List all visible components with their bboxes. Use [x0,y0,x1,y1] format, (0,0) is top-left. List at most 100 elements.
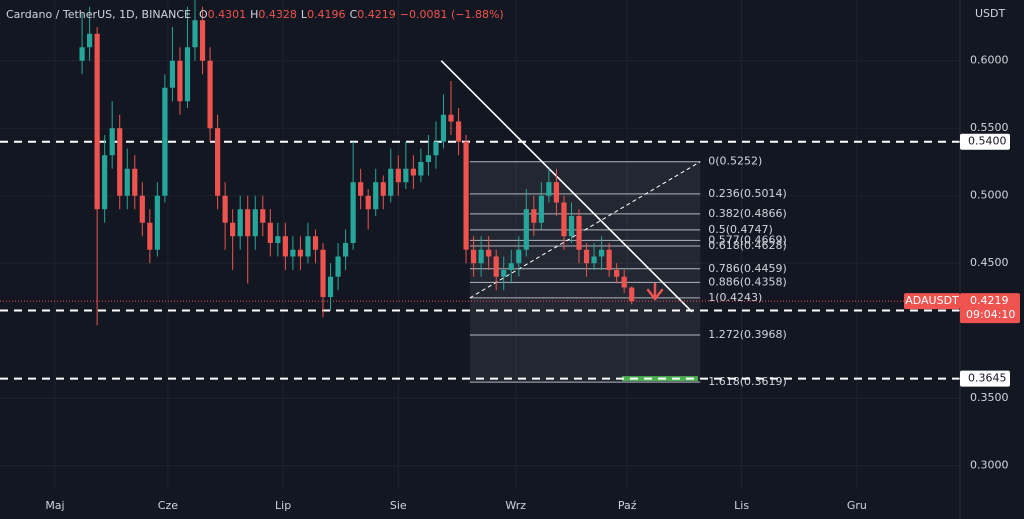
price-axis: 0.3000 0.3500 0.4500 0.5000 0.5500 0.6000 0.54… [904,0,1020,519]
candle-body [297,249,304,257]
candle-body [388,168,394,196]
candle-body [553,182,560,203]
candle-body [260,209,266,223]
candle-body [154,195,160,250]
candle-body [94,33,100,210]
candle-body [147,222,153,250]
candle-body [583,249,590,264]
price-tag [960,293,1020,324]
candle-body [358,182,364,196]
candle-body [614,269,620,277]
candle-body [320,249,326,297]
candle-body [448,114,454,122]
y-tick-label: 0.3500 [970,391,1009,404]
candle-body [486,249,492,257]
candle-body [418,161,424,176]
candle-body [501,269,507,277]
candle-body [463,141,469,250]
candle-body [621,276,627,288]
x-tick-label: Lis [734,499,749,512]
level-label: 0.3645 [968,372,1007,385]
ohlc-key: O [199,8,208,21]
countdown: 09:04:10 [966,308,1015,321]
header: Cardano / TetherUS, 1D, BINANCE O0.4301 H0… [6,8,504,21]
candle-body [102,155,108,210]
y-tick-label: 0.5000 [970,189,1009,202]
candle-body [275,236,281,243]
candle-body [599,249,605,257]
fib-zone [469,161,701,383]
candle-body [508,263,514,270]
candle-body [87,33,93,48]
candle-body [177,60,183,102]
fib-label: 0.382(0.4866) [708,207,787,220]
candle-body [591,256,597,264]
candle-body [373,182,379,210]
candle-body [199,20,206,61]
candle-body [252,209,258,237]
fib-label: 1.272(0.3968) [708,328,787,341]
symbol-tag [904,293,960,310]
candle-body [237,209,243,237]
candle-body [471,249,477,264]
x-tick-label: Wrz [505,499,526,512]
trendline [440,60,693,313]
candle-body [132,168,138,196]
fib-label: 1.618(0.3619) [708,375,787,388]
price-label: 0.4219 [970,294,1009,307]
candle-body [410,168,416,176]
ohlc-key: C [350,8,358,21]
candle-body [425,155,432,162]
y-tick-label: 0.3000 [970,459,1009,472]
symbol-label: ADAUSDT [905,294,959,307]
candle-body [207,60,213,129]
arrow-icon [646,282,664,301]
candle-body [79,47,85,61]
plot: 0(0.5252) 0.236(0.5014) 0.382(0.4866) 0.5(0… [0,0,960,388]
fib-label: 1(0.4243) [708,291,762,304]
level-label: 0.5400 [968,135,1007,148]
candle-body [124,168,130,196]
fib-label: 0.618(0.4628) [708,239,787,252]
candle-body [455,121,462,142]
y-tick-label: 0.6000 [970,54,1009,67]
candle-body [327,276,334,297]
candle-body [561,202,567,237]
candle-body [395,168,401,183]
candle-body [546,182,552,196]
symbol: Cardano / TetherUS, 1D, BINANCE [6,8,191,21]
candle-body [433,141,439,156]
candle-body [192,20,198,48]
candle-body [184,47,191,102]
candle-body [531,209,537,223]
candle-body [629,287,635,302]
trendline [469,161,701,299]
y-tick-label: 0.5500 [970,121,1009,134]
x-tick-label: Gru [847,499,867,512]
candle-body [568,215,575,237]
candle-body [350,182,356,243]
level-tag [960,370,1010,387]
candle-body [245,209,251,237]
ohlc-value: 0.4196 [307,8,346,21]
candle-body [282,236,288,257]
candle-body [169,60,176,88]
candle-body [493,256,499,277]
axis-unit: USDT [975,7,1006,20]
x-tick-label: Cze [158,499,178,512]
x-tick-label: Lip [275,499,291,512]
candle-body [576,215,582,250]
y-tick-label: 0.4500 [970,256,1009,269]
x-tick-label: Paź [618,499,637,512]
candle-body [267,222,273,243]
fib-label: 0.236(0.5014) [708,187,787,200]
candle-body [380,182,386,196]
candle-body [516,249,522,264]
candle-body [523,209,529,250]
x-tick-label: Maj [45,499,64,512]
fib-label: 0.5(0.4747) [708,223,773,236]
candle-body [312,236,319,250]
candle-body [343,242,349,257]
change: −0.0081 (−1.88%) [400,8,504,21]
